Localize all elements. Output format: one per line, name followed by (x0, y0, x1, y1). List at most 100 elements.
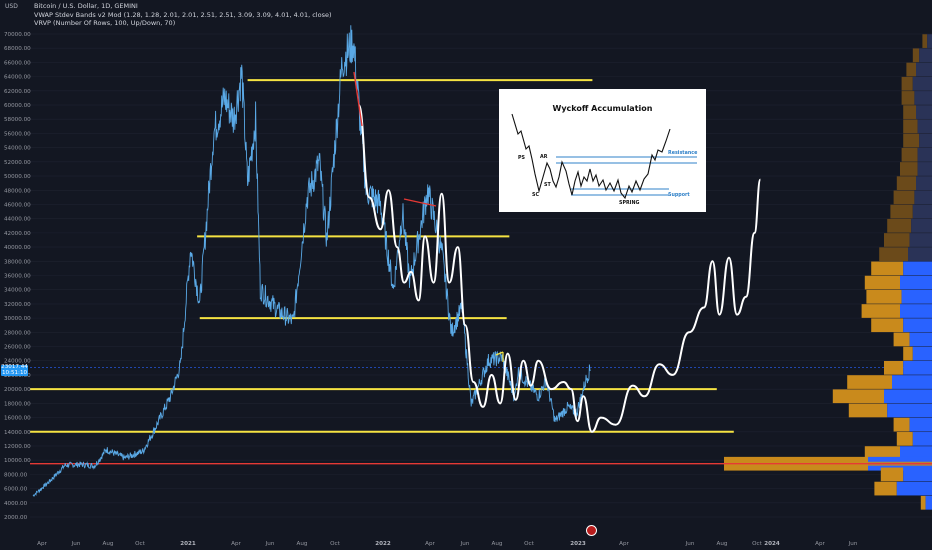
y-tick-label: 70000.00 (4, 32, 31, 38)
vp-row-up (903, 261, 932, 276)
tradingview-logo[interactable] (586, 525, 597, 536)
vp-row-down (922, 34, 928, 48)
vp-row-up (900, 446, 932, 460)
vp-row-up (917, 162, 932, 176)
y-tick-label: 30000.00 (4, 316, 31, 322)
y-tick-label: 54000.00 (4, 146, 31, 152)
x-tick-label: Jun (460, 541, 470, 547)
vp-row-down (912, 48, 920, 63)
vp-row-down (879, 247, 908, 262)
vp-row-down (864, 446, 900, 460)
vp-row-down (901, 76, 913, 91)
x-tick-label: 2023 (570, 541, 586, 547)
vp-row-up (916, 105, 932, 119)
y-tick-label: 4000.00 (4, 501, 28, 507)
x-tick-label: 2022 (375, 541, 391, 547)
y-tick-label: 42000.00 (4, 231, 31, 237)
vp-row-up (892, 375, 932, 389)
y-tick-label: 48000.00 (4, 188, 31, 194)
wyckoff-inset: Wyckoff Accumulation PS AR ST SC SPRING … (499, 89, 706, 212)
vp-row-up (900, 304, 932, 318)
vp-row-up (917, 147, 932, 162)
vp-row-down (884, 360, 904, 375)
red-trendline (403, 198, 437, 207)
y-tick-label: 64000.00 (4, 75, 31, 81)
y-tick-label: 14000.00 (4, 430, 31, 436)
label-ar: AR (540, 155, 548, 160)
label-ps: PS (518, 156, 525, 161)
vp-row-up (884, 389, 932, 404)
projection-line (357, 104, 762, 433)
vp-row-down (861, 304, 900, 318)
x-tick-label: Oct (330, 541, 340, 547)
x-tick-label: Aug (717, 541, 728, 547)
chart-title[interactable]: Bitcoin / U.S. Dollar, 1D, GEMINI (34, 2, 138, 10)
x-axis: Apr Jun Aug Oct 2021 Apr Jun Aug Oct 2022 Apr Jun Au… (37, 541, 858, 547)
vp-row-up (914, 190, 932, 205)
x-tick-label: Apr (37, 541, 47, 547)
indicator-vwap[interactable]: VWAP Stdev Bands v2 Mod (1.28, 1.28, 2.0… (34, 11, 332, 19)
x-tick-label: Oct (135, 541, 145, 547)
vp-row-down (871, 318, 904, 333)
y-tick-label: 62000.00 (4, 89, 31, 95)
vp-row-down (871, 261, 904, 276)
label-support: Support (668, 193, 690, 198)
vp-row-down (887, 218, 912, 233)
grid (30, 33, 932, 518)
trendline-accents (353, 71, 504, 362)
vp-row-up (896, 481, 932, 496)
y-tick-label: 38000.00 (4, 259, 31, 265)
x-tick-label: Apr (231, 541, 241, 547)
vp-row-up (914, 91, 932, 105)
y-tick-label: 58000.00 (4, 117, 31, 123)
vp-row-down (893, 190, 915, 205)
vp-row-down (906, 62, 916, 77)
vp-row-down (848, 403, 888, 418)
vp-row-up (900, 275, 932, 290)
vp-row-up (909, 233, 932, 247)
x-tick-label: Aug (297, 541, 308, 547)
wyckoff-path (511, 113, 671, 200)
last-price-tag: 23017.44 10:51:10 (1, 364, 28, 376)
x-tick-label: Apr (619, 541, 629, 547)
vp-row-down (893, 417, 910, 432)
vp-row-down (880, 467, 904, 482)
vp-row-down (900, 162, 918, 176)
vp-row-down (864, 275, 900, 290)
y-tick-label: 12000.00 (4, 444, 31, 450)
wyckoff-diagram (511, 113, 697, 200)
y-tick-label: 36000.00 (4, 274, 31, 280)
vp-row-down (866, 289, 902, 304)
y-tick-label: 16000.00 (4, 416, 31, 422)
x-tick-label: 2021 (180, 541, 196, 547)
label-resistance: Resistance (668, 151, 698, 156)
y-tick-label: 66000.00 (4, 60, 31, 66)
vp-row-down (847, 375, 892, 389)
countdown: 10:51:10 (1, 369, 28, 376)
y-tick-label: 68000.00 (4, 46, 31, 52)
vp-row-down (832, 389, 884, 404)
indicator-vrvp[interactable]: VRVP (Number Of Rows, 100, Up/Down, 70) (34, 19, 176, 27)
vp-row-up (911, 218, 932, 233)
y-tick-label: 46000.00 (4, 202, 31, 208)
vp-row-down (890, 204, 913, 219)
axis-unit: USD (5, 3, 18, 10)
vp-row-up (887, 403, 932, 418)
vp-row-up (912, 432, 932, 446)
x-tick-label: Jun (848, 541, 858, 547)
vp-row-down (903, 133, 920, 148)
y-tick-label: 34000.00 (4, 288, 31, 294)
vp-row-up (925, 495, 932, 510)
y-tick-label: 50000.00 (4, 174, 31, 180)
vp-row-up (903, 467, 932, 482)
vp-row-up (912, 346, 932, 361)
y-tick-label: 52000.00 (4, 160, 31, 166)
red-trendline (353, 71, 363, 127)
y-tick-label: 28000.00 (4, 330, 31, 336)
vp-row-up (903, 360, 932, 375)
yellow-trendline (495, 351, 504, 356)
vp-row-down (896, 432, 913, 446)
volume-profile (724, 34, 932, 510)
vp-row-up (909, 332, 932, 347)
